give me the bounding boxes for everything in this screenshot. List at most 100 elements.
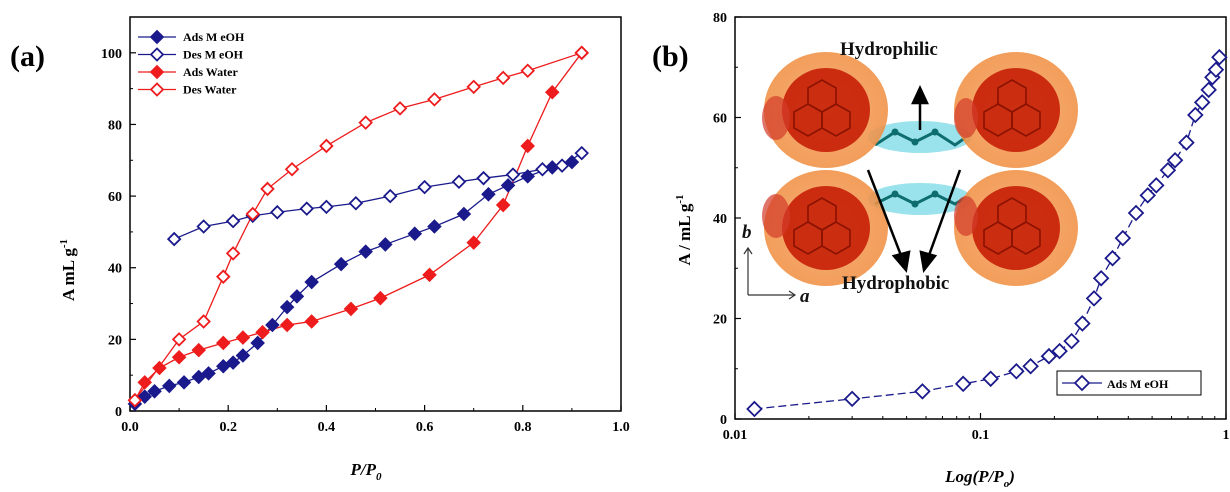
data-point-marker	[270, 204, 285, 220]
data-point-marker	[225, 246, 241, 261]
panel-b-label: (b)	[652, 40, 689, 73]
data-point-marker	[1085, 290, 1103, 307]
data-point-marker	[299, 201, 315, 216]
data-point-marker	[373, 290, 388, 306]
data-point-marker	[1104, 249, 1121, 267]
data-point-marker	[196, 219, 211, 234]
data-point-marker	[216, 358, 231, 374]
legend-entry-label: Ads Water	[183, 65, 238, 79]
data-point-marker	[304, 274, 319, 290]
aromatic-ring-detail	[793, 79, 1041, 255]
panel-a-label: (a)	[10, 40, 45, 73]
legend-marker	[149, 29, 165, 45]
data-point-marker	[746, 400, 763, 418]
x-tick-label: 0.2	[219, 420, 237, 435]
panel-b-x-axis-label: Log(P/Po)	[944, 467, 1015, 490]
panel-a-y-axis-label: A mL g-1	[58, 239, 78, 301]
data-point-marker	[171, 349, 187, 365]
data-point-marker	[152, 360, 167, 376]
data-point-marker	[127, 392, 143, 408]
data-point-marker	[544, 84, 560, 100]
data-point-marker	[191, 342, 207, 358]
data-point-marker	[319, 138, 334, 154]
data-point-marker	[466, 235, 481, 250]
x-tick-label: 0.1	[972, 428, 990, 443]
legend-marker	[149, 47, 165, 62]
data-point-marker	[1008, 362, 1025, 380]
data-point-marker	[216, 269, 231, 284]
data-point-marker	[407, 226, 423, 241]
data-point-marker	[417, 179, 432, 195]
panel-b-ticks: 0.01 0.1 1 0 20 40 60 80	[713, 11, 1230, 443]
data-point-marker	[358, 115, 373, 130]
data-point-marker	[245, 206, 261, 222]
data-point-marker	[392, 101, 408, 116]
x-tick-label: 0.4	[318, 420, 336, 435]
data-point-marker	[382, 188, 398, 204]
data-point-marker	[235, 330, 251, 345]
hydrophilic-label: Hydrophilic	[840, 39, 938, 60]
y-tick-label: 100	[101, 47, 122, 62]
x-tick-label: 0.01	[723, 428, 748, 443]
data-point-marker	[333, 256, 349, 272]
data-point-marker	[451, 174, 467, 190]
data-point-marker	[476, 170, 491, 186]
data-point-marker	[162, 378, 177, 394]
x-tick-label: 0.0	[121, 420, 139, 435]
panel-a-x-axis-label: P/P0	[350, 460, 383, 483]
data-point-marker	[520, 63, 535, 79]
data-point-marker	[348, 195, 364, 211]
data-point-marker	[137, 375, 153, 390]
data-point-marker	[1166, 151, 1184, 169]
crystal-axis-a-label: a	[800, 286, 810, 307]
data-point-marker	[495, 70, 511, 86]
data-point-marker	[1148, 177, 1165, 194]
data-point-marker	[304, 314, 319, 329]
y-tick-label: 40	[713, 212, 727, 227]
y-tick-label: 60	[108, 190, 122, 205]
data-point-marker	[535, 161, 550, 177]
data-point-marker	[196, 314, 211, 329]
data-point-marker	[250, 335, 265, 351]
panel-a-series-markers	[127, 45, 589, 412]
data-point-marker	[319, 199, 334, 215]
data-point-marker	[1114, 229, 1132, 247]
x-tick-label: 0.8	[514, 420, 532, 435]
data-point-marker	[456, 206, 472, 222]
y-tick-label: 60	[713, 112, 727, 127]
data-point-marker	[427, 219, 442, 234]
y-tick-label: 40	[108, 262, 122, 277]
data-point-marker	[1178, 134, 1195, 151]
data-point-marker	[505, 167, 521, 182]
data-point-marker	[235, 348, 251, 363]
data-point-marker	[520, 138, 535, 154]
molecule-structure-illustration: Hydrophilic Hydrophobic b a	[742, 39, 1078, 307]
data-point-marker	[481, 187, 496, 202]
data-point-marker	[544, 160, 560, 175]
data-point-marker	[1127, 204, 1145, 222]
data-point-marker	[1200, 81, 1217, 99]
panel-b-series-markers	[746, 48, 1228, 418]
data-point-marker	[176, 375, 192, 390]
data-point-marker	[1207, 61, 1225, 79]
data-point-marker	[914, 383, 931, 400]
hydrophobic-label: Hydrophobic	[842, 273, 949, 294]
data-point-marker	[1063, 332, 1080, 350]
data-point-marker	[520, 169, 535, 184]
data-point-marker	[343, 301, 359, 317]
data-point-marker	[843, 390, 861, 408]
data-point-marker	[1092, 270, 1110, 287]
data-point-marker	[564, 154, 580, 170]
data-point-marker	[574, 45, 589, 61]
legend-entry-label: Ads M eOH	[183, 30, 245, 44]
data-point-marker	[1139, 187, 1157, 204]
crystal-axes	[743, 246, 797, 300]
data-point-marker	[201, 366, 216, 381]
data-point-marker	[554, 158, 570, 173]
data-point-marker	[954, 375, 972, 393]
data-point-marker	[500, 178, 516, 193]
data-point-marker	[225, 355, 241, 370]
legend-entry-label: Des M eOH	[183, 48, 244, 62]
data-point-marker	[279, 299, 295, 315]
